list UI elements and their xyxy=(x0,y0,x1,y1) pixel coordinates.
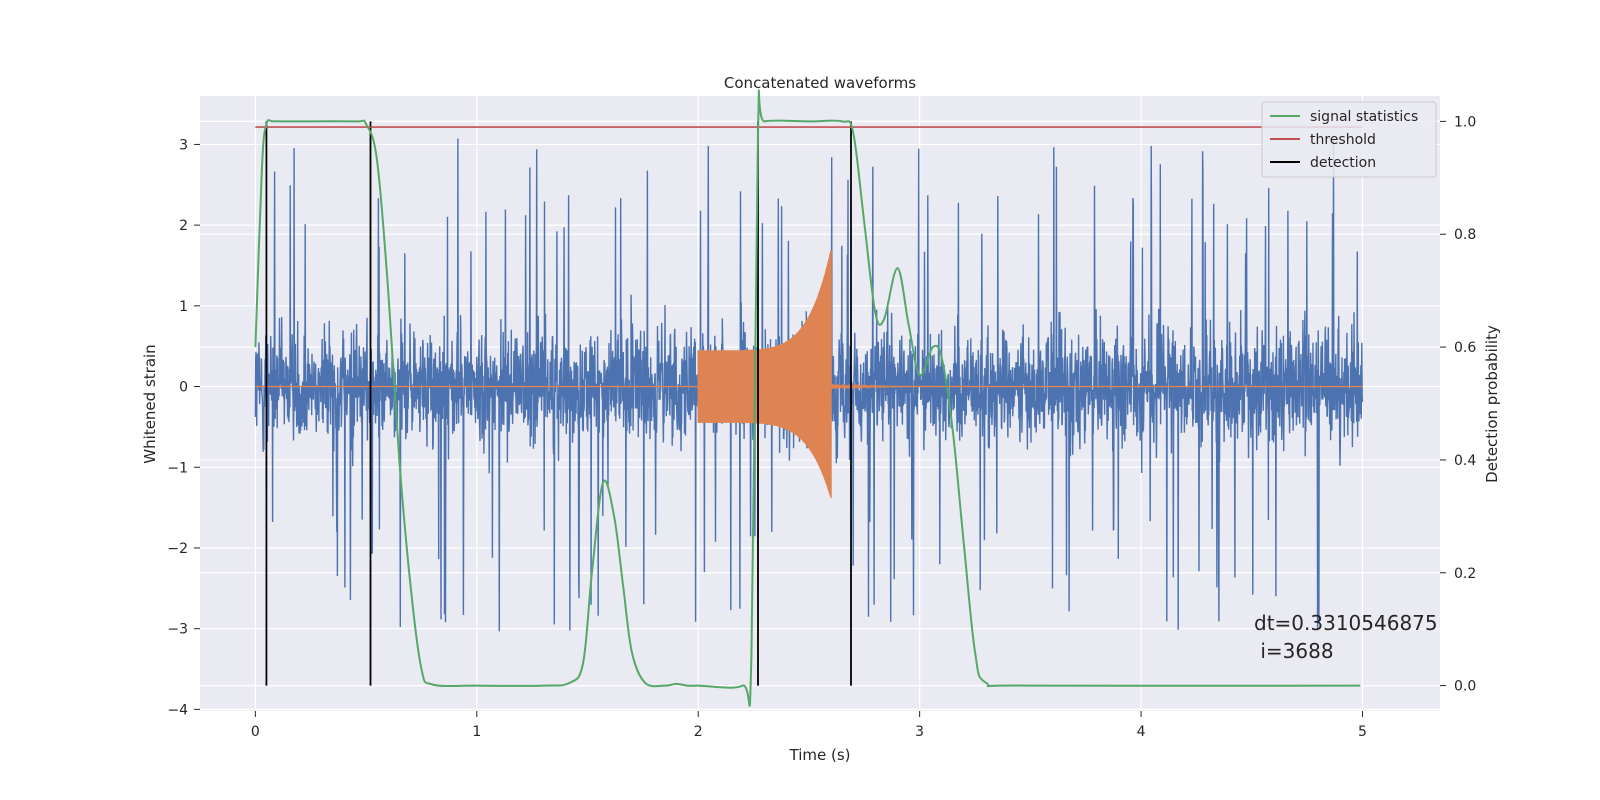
x-tick-label: 0 xyxy=(251,724,260,740)
x-tick-label: 2 xyxy=(694,724,703,740)
legend: signal statistics threshold detection xyxy=(1261,101,1437,178)
y2-tick-label: 0.8 xyxy=(1454,227,1476,243)
signal-statistics-series xyxy=(254,89,1361,707)
y-tick-label: −4 xyxy=(167,702,188,718)
y2-tick-label: 0.6 xyxy=(1454,340,1476,356)
legend-box xyxy=(1261,101,1437,178)
waveform-series xyxy=(255,249,1363,498)
legend-label-detection: detection xyxy=(1310,155,1376,171)
annotation-line-2: i=3688 xyxy=(1254,639,1334,663)
y-tick-label: 2 xyxy=(179,218,188,234)
y-tick-label: 1 xyxy=(179,299,188,315)
x-tick-label: 3 xyxy=(915,724,924,740)
y-axis-label: Whitened strain xyxy=(141,344,159,463)
axis-ticks: 0 1 2 3 4 5 −4 −3 −2 −1 0 1 2 3 0.0 0.2 0.4 0.6 0.8 1.0 xyxy=(167,114,1476,740)
chart-title: Concatenated waveforms xyxy=(724,74,916,92)
signal-statistics-line xyxy=(254,89,1361,707)
y-tick-label: −3 xyxy=(167,622,188,638)
y2-axis-label: Detection probability xyxy=(1483,325,1501,483)
y2-tick-label: 0.2 xyxy=(1454,566,1476,582)
legend-label-signal-statistics: signal statistics xyxy=(1310,109,1418,125)
y-tick-label: 0 xyxy=(179,380,188,396)
y-tick-label: 3 xyxy=(179,137,188,153)
annotation: dt=0.3310546875 i=3688 xyxy=(1254,611,1438,663)
x-axis-label: Time (s) xyxy=(789,746,851,764)
y2-tick-label: 0.4 xyxy=(1454,453,1476,469)
y-tick-label: −1 xyxy=(167,460,188,476)
y-tick-label: −2 xyxy=(167,541,188,557)
legend-label-threshold: threshold xyxy=(1310,132,1376,148)
detection-lines xyxy=(265,121,852,686)
y2-tick-label: 1.0 xyxy=(1454,114,1476,130)
annotation-line-1: dt=0.3310546875 xyxy=(1254,611,1438,635)
x-tick-label: 4 xyxy=(1137,724,1146,740)
x-tick-label: 5 xyxy=(1358,724,1367,740)
x-tick-label: 1 xyxy=(472,724,481,740)
y2-tick-label: 0.0 xyxy=(1454,679,1476,695)
waveform-line xyxy=(255,249,1363,498)
